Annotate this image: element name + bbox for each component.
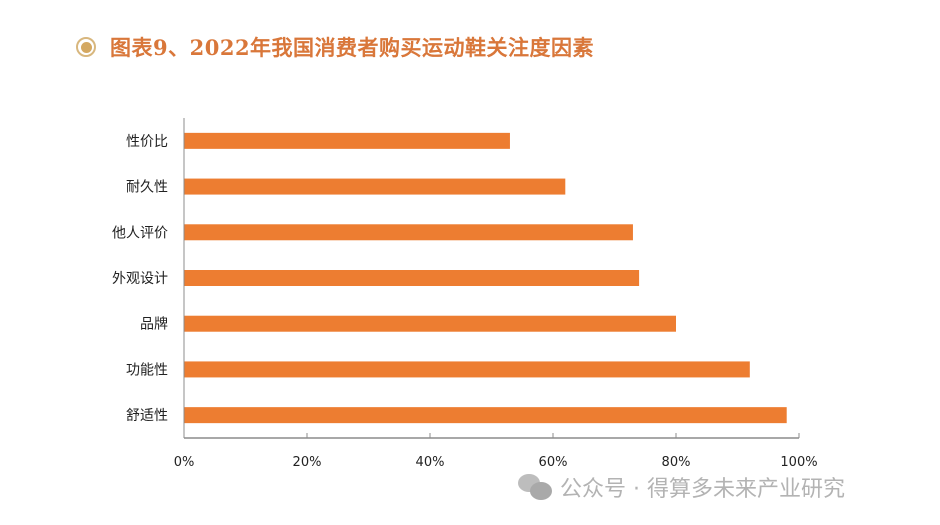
wechat-icon (518, 474, 552, 500)
bar-5 (184, 361, 750, 378)
bar-4 (184, 315, 676, 332)
category-label: 外观设计 (112, 271, 168, 287)
bullet-circle-icon (76, 37, 96, 57)
x-tick-label: 60% (539, 455, 568, 470)
bar-2 (184, 224, 633, 241)
category-label: 他人评价 (112, 225, 168, 241)
watermark: 公众号 · 得算多未来产业研究 (518, 471, 845, 503)
x-tick-label: 0% (174, 455, 195, 470)
category-label: 品牌 (140, 316, 168, 333)
chart-title: 图表9、2022年我国消费者购买运动鞋关注度因素 (110, 35, 595, 60)
category-label: 性价比 (126, 134, 168, 150)
x-tick-label: 100% (780, 455, 817, 470)
bar-6 (184, 407, 787, 424)
x-tick-label: 80% (662, 455, 691, 470)
bar-0 (184, 132, 510, 149)
bar-3 (184, 270, 640, 286)
watermark-text: 公众号 · 得算多未来产业研究 (560, 477, 845, 502)
category-label: 耐久性 (126, 180, 168, 196)
category-label: 功能性 (126, 362, 168, 378)
category-label: 舒适性 (126, 408, 168, 424)
chart-title-block: 图表9、2022年我国消费者购买运动鞋关注度因素 (76, 32, 594, 62)
x-tick-label: 20% (293, 455, 322, 470)
x-tick-label: 40% (416, 455, 445, 470)
bar-1 (184, 178, 566, 195)
